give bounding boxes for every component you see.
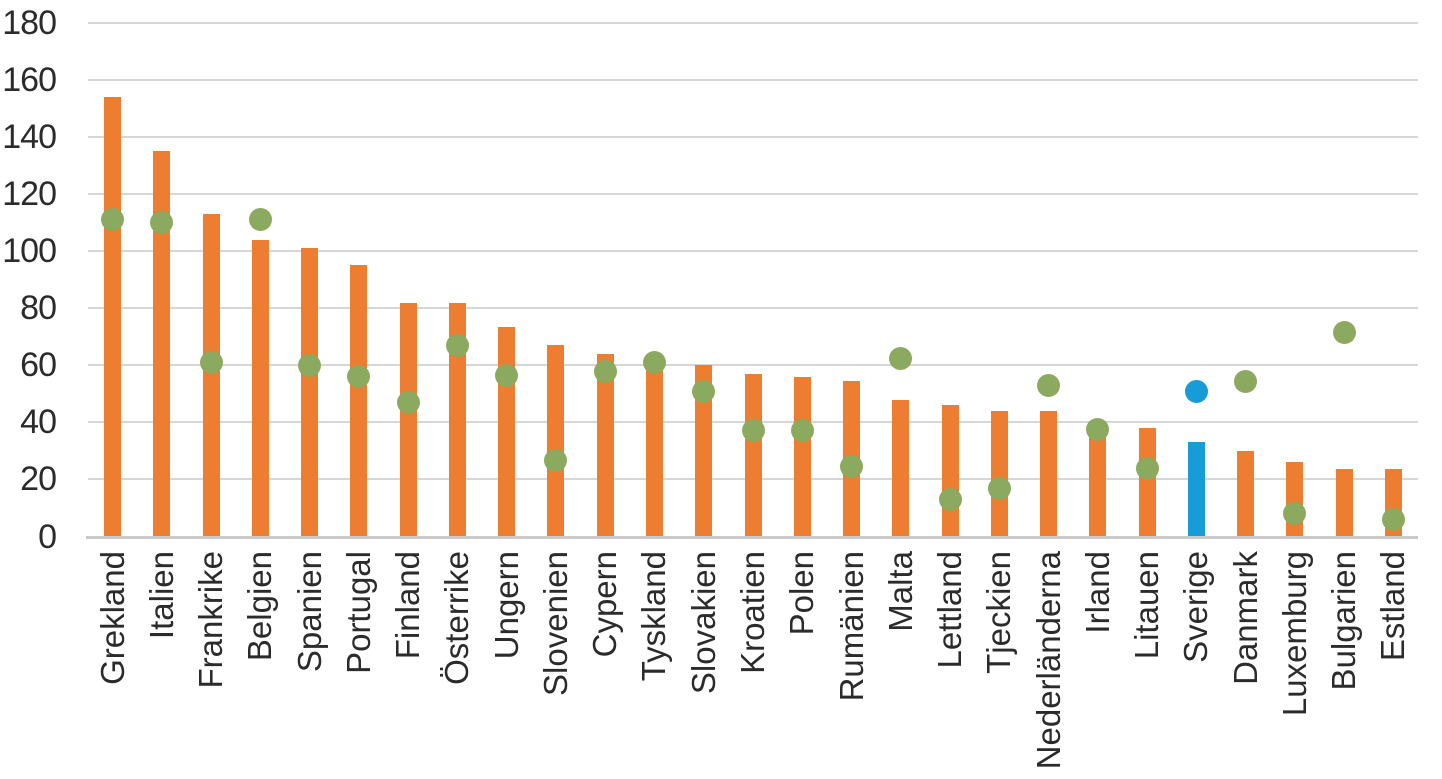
x-category-label-tyskland: Tyskland xyxy=(635,551,673,682)
y-tick-label-20: 20 xyxy=(20,460,57,499)
dot-kroatien xyxy=(741,419,765,443)
y-tick-label-160: 160 xyxy=(2,61,57,100)
x-category-label-slovakien: Slovakien xyxy=(684,551,722,695)
bar-tyskland xyxy=(645,359,663,537)
x-category-label-sverige: Sverige xyxy=(1177,551,1215,663)
x-category-label-ungern: Ungern xyxy=(487,551,525,660)
gridline-80 xyxy=(88,307,1418,310)
bar-österrike xyxy=(448,302,466,537)
bar-lettland xyxy=(941,405,959,537)
bar-nederländerna xyxy=(1040,410,1058,537)
bar-spanien xyxy=(301,248,319,537)
dot-frankrike xyxy=(199,350,223,374)
x-category-label-malta: Malta xyxy=(881,551,919,632)
dot-spanien xyxy=(298,353,322,377)
x-category-label-luxemburg: Luxemburg xyxy=(1275,551,1313,717)
x-category-label-polen: Polen xyxy=(783,551,821,636)
bar-luxemburg xyxy=(1286,462,1304,537)
x-axis-line xyxy=(86,535,1418,539)
x-category-label-spanien: Spanien xyxy=(290,551,328,673)
dot-danmark xyxy=(1234,369,1258,393)
dot-portugal xyxy=(347,365,371,389)
bar-slovenien xyxy=(547,345,565,537)
bar-slovakien xyxy=(695,365,713,537)
dot-irland xyxy=(1086,418,1110,442)
dot-tjeckien xyxy=(987,476,1011,500)
y-tick-label-80: 80 xyxy=(20,289,57,328)
bar-cypern xyxy=(596,353,614,537)
bar-finland xyxy=(399,302,417,537)
dot-rumänien xyxy=(840,455,864,479)
dot-estland xyxy=(1381,507,1405,531)
x-category-label-estland: Estland xyxy=(1374,551,1412,662)
bar-litauen xyxy=(1138,428,1156,537)
x-category-label-danmark: Danmark xyxy=(1226,551,1264,685)
y-tick-label-180: 180 xyxy=(2,4,57,42)
dot-ungern xyxy=(495,363,519,387)
dot-nederländerna xyxy=(1037,373,1061,397)
y-tick-label-120: 120 xyxy=(2,175,57,214)
dot-luxemburg xyxy=(1283,502,1307,526)
bar-frankrike xyxy=(202,214,220,537)
x-category-label-lettland: Lettland xyxy=(931,551,969,669)
x-category-label-frankrike: Frankrike xyxy=(192,551,230,689)
x-category-label-cypern: Cypern xyxy=(586,551,624,658)
x-category-label-österrike: Österrike xyxy=(438,551,476,685)
bar-portugal xyxy=(350,265,368,537)
bar-polen xyxy=(793,376,811,537)
x-category-label-portugal: Portugal xyxy=(339,551,377,674)
gridline-120 xyxy=(88,193,1418,196)
x-category-label-slovenien: Slovenien xyxy=(536,551,574,696)
dot-litauen xyxy=(1135,456,1159,480)
x-category-label-finland: Finland xyxy=(389,551,427,660)
x-category-label-tjeckien: Tjeckien xyxy=(980,551,1018,674)
dot-cypern xyxy=(593,359,617,383)
y-tick-label-60: 60 xyxy=(20,346,57,385)
x-category-label-grekland: Grekland xyxy=(93,551,131,685)
bar-danmark xyxy=(1237,450,1255,537)
dot-slovakien xyxy=(692,379,716,403)
dot-malta xyxy=(889,346,913,370)
dot-grekland xyxy=(101,208,125,232)
dot-italien xyxy=(150,211,174,235)
x-category-label-litauen: Litauen xyxy=(1128,551,1166,660)
dot-tyskland xyxy=(642,350,666,374)
y-tick-label-100: 100 xyxy=(2,232,57,271)
dot-lettland xyxy=(938,487,962,511)
bar-grekland xyxy=(104,97,122,537)
dot-polen xyxy=(790,419,814,443)
bar-bulgarien xyxy=(1335,469,1353,537)
bar-kroatien xyxy=(744,373,762,537)
x-category-label-irland: Irland xyxy=(1078,551,1116,634)
y-tick-label-140: 140 xyxy=(2,118,57,157)
x-category-label-italien: Italien xyxy=(142,551,180,640)
dot-österrike xyxy=(445,333,469,357)
bar-tjeckien xyxy=(990,410,1008,537)
bar-sverige xyxy=(1187,442,1205,537)
gridline-100 xyxy=(88,250,1418,253)
x-category-label-rumänien: Rumänien xyxy=(832,551,870,702)
dot-finland xyxy=(396,390,420,414)
gridline-180 xyxy=(88,22,1418,24)
dot-belgien xyxy=(248,208,272,232)
dot-bulgarien xyxy=(1332,321,1356,345)
gridline-60 xyxy=(88,364,1418,367)
x-category-label-kroatien: Kroatien xyxy=(734,551,771,674)
x-category-label-belgien: Belgien xyxy=(241,551,279,662)
x-category-label-nederländerna: Nederländerna xyxy=(1029,551,1067,770)
bar-malta xyxy=(892,399,910,537)
gridline-160 xyxy=(88,79,1418,82)
bar-ungern xyxy=(498,326,516,537)
bar-italien xyxy=(153,151,171,537)
gridline-140 xyxy=(88,136,1418,139)
dot-slovenien xyxy=(544,449,568,473)
dot-sverige xyxy=(1184,379,1208,403)
bar-irland xyxy=(1089,420,1107,537)
bar-belgien xyxy=(251,239,269,537)
x-category-label-bulgarien: Bulgarien xyxy=(1325,551,1363,691)
y-tick-label-0: 0 xyxy=(38,517,57,556)
y-tick-label-40: 40 xyxy=(20,403,57,442)
